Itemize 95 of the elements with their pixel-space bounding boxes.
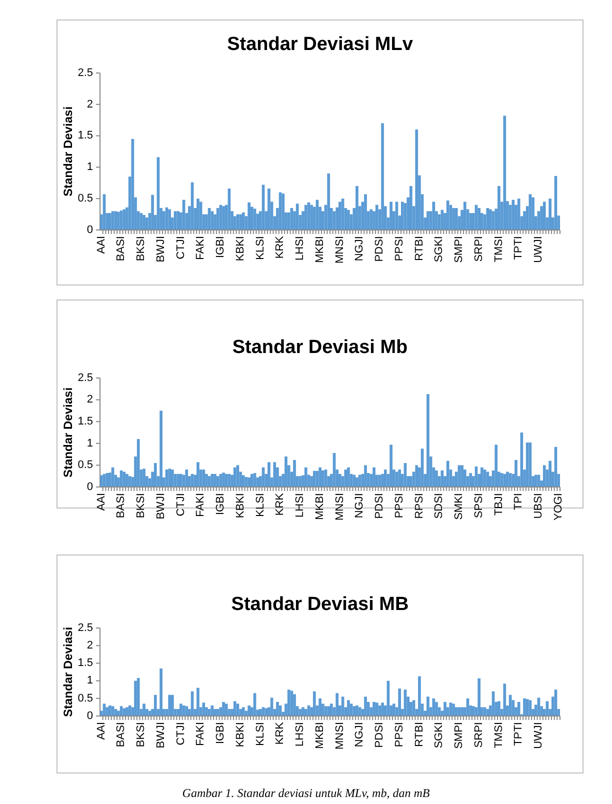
y-tick-label: 0.5 bbox=[78, 692, 93, 704]
x-tick-label: BKSI bbox=[135, 236, 148, 262]
text: Gambar 1. Standar deviasi untuk MLv, mb, dan mB bbox=[182, 786, 430, 800]
x-tick-label: UWJI bbox=[532, 722, 545, 749]
x-tick-label: TBJI bbox=[492, 493, 505, 516]
x-tick-label: TPI bbox=[512, 493, 525, 510]
x-tick-label: LHSI bbox=[294, 236, 306, 260]
x-tick-label: BASI bbox=[115, 236, 128, 262]
y-tick-label: 2 bbox=[86, 640, 93, 652]
x-tick-label: FAKI bbox=[194, 236, 207, 260]
x-tick-label: BASI bbox=[115, 493, 128, 518]
y-tick-label: 1 bbox=[86, 674, 93, 687]
y-tick-label: 2 bbox=[86, 394, 93, 406]
x-tick-label: IGBI bbox=[214, 722, 227, 744]
x-tick-label: AAI bbox=[95, 236, 108, 254]
x-tick-label: MKBI bbox=[314, 236, 326, 263]
x-tick-label: SDSI bbox=[433, 493, 446, 519]
y-tick-label: 0.5 bbox=[78, 459, 93, 472]
y-tick-label: 2.5 bbox=[78, 66, 93, 79]
x-tick-label: MKBI bbox=[314, 493, 326, 520]
x-tick-label: BWJI bbox=[154, 493, 167, 520]
x-tick-label: KLSI bbox=[254, 722, 266, 746]
x-tick-label: UWJI bbox=[532, 236, 545, 263]
x-tick-label: NGJI bbox=[354, 236, 366, 262]
x-tick-label: SGKI bbox=[433, 722, 446, 748]
x-tick-label: BWJI bbox=[154, 722, 167, 748]
x-tick-label: RTBI bbox=[413, 722, 426, 747]
x-tick-label: SRPI bbox=[472, 236, 485, 262]
x-tick-label: BKSI bbox=[135, 493, 148, 518]
y-tick-label: 2 bbox=[86, 98, 93, 110]
y-axis-title: Standar Deviasi bbox=[61, 387, 76, 478]
chart-title: Standar Deviasi MB bbox=[231, 594, 409, 615]
x-tick-label: AAI bbox=[95, 722, 108, 740]
x-tick-label: KLSI bbox=[254, 493, 266, 517]
y-tick-label: 0 bbox=[86, 224, 93, 236]
x-tick-label: SPSI bbox=[472, 493, 485, 518]
x-tick-label: BKSI bbox=[135, 722, 148, 748]
x-tick-label: MNSI bbox=[334, 236, 346, 264]
x-tick-label: LHSI bbox=[294, 722, 306, 746]
y-tick-label: 2.5 bbox=[78, 372, 93, 384]
x-tick-label: PPSI bbox=[393, 722, 406, 748]
chart-title: Standar Deviasi Mb bbox=[232, 337, 408, 358]
x-tick-label: SRPI bbox=[472, 722, 485, 748]
x-tick-label: CTJI bbox=[174, 722, 187, 746]
chart-title: Standar Deviasi MLv bbox=[227, 34, 414, 55]
x-tick-label: KLSI bbox=[254, 236, 266, 260]
x-tick-label: AAI bbox=[95, 493, 108, 511]
x-tick-label: SMPI bbox=[453, 722, 466, 749]
x-tick-label: LHSI bbox=[294, 493, 306, 518]
y-axis-title: Standar Deviasi bbox=[61, 106, 76, 197]
x-tick-label: SMPI bbox=[453, 236, 466, 263]
x-tick-label: PDSI bbox=[374, 236, 386, 262]
x-tick-label: MNSI bbox=[334, 722, 346, 750]
y-axis-title: Standar Deviasi bbox=[61, 626, 76, 718]
x-tick-label: SMKI bbox=[453, 493, 466, 520]
x-tick-label: BASI bbox=[115, 722, 128, 748]
y-tick-label: 0.5 bbox=[78, 192, 93, 205]
x-tick-label: PDSI bbox=[374, 493, 386, 519]
y-tick-label: 1.5 bbox=[78, 416, 93, 428]
x-tick-label: KRK bbox=[274, 492, 286, 516]
x-tick-label: KBKI bbox=[234, 493, 246, 518]
x-tick-label: KRK bbox=[274, 235, 286, 259]
x-tick-label: PPSI bbox=[393, 493, 406, 518]
x-tick-label: TMSI bbox=[492, 722, 505, 748]
x-tick-label: SGKI bbox=[433, 236, 446, 262]
x-tick-label: PPSI bbox=[393, 236, 406, 262]
x-tick-label: TPTI bbox=[512, 722, 525, 746]
y-tick-label: 1.5 bbox=[78, 130, 93, 142]
x-tick-label: FAKI bbox=[194, 493, 207, 517]
x-tick-label: YOGI bbox=[552, 493, 564, 521]
x-tick-label: PDSI bbox=[374, 722, 386, 748]
x-tick-label: MNSI bbox=[334, 493, 346, 520]
x-tick-label: FAKI bbox=[194, 722, 207, 746]
x-tick-label: IGBI bbox=[214, 493, 227, 516]
x-tick-label: MKBI bbox=[314, 722, 326, 749]
x-tick-label: TPTI bbox=[512, 236, 525, 260]
y-tick-label: 1.5 bbox=[78, 657, 93, 670]
x-tick-label: CTJI bbox=[174, 493, 187, 516]
y-tick-label: 1 bbox=[86, 437, 93, 450]
x-tick-label: KBKI bbox=[234, 236, 246, 262]
y-tick-label: 0 bbox=[86, 480, 93, 493]
y-tick-label: 1 bbox=[86, 161, 93, 174]
y-tick-label: 0 bbox=[86, 710, 93, 722]
x-tick-label: TMSI bbox=[492, 236, 505, 262]
x-tick-label: KBKI bbox=[234, 722, 246, 748]
x-tick-label: UBSI bbox=[532, 493, 545, 519]
x-tick-label: RTBI bbox=[413, 236, 426, 261]
x-tick-label: IGBI bbox=[214, 236, 227, 258]
x-tick-label: KRK bbox=[274, 721, 286, 745]
y-tick-label: 2.5 bbox=[78, 622, 93, 634]
x-tick-label: NGJI bbox=[354, 493, 366, 518]
x-tick-label: RPSI bbox=[413, 493, 426, 519]
x-tick-label: NGJI bbox=[354, 722, 366, 748]
x-tick-label: BWJI bbox=[154, 236, 167, 262]
x-tick-label: CTJI bbox=[174, 236, 187, 260]
